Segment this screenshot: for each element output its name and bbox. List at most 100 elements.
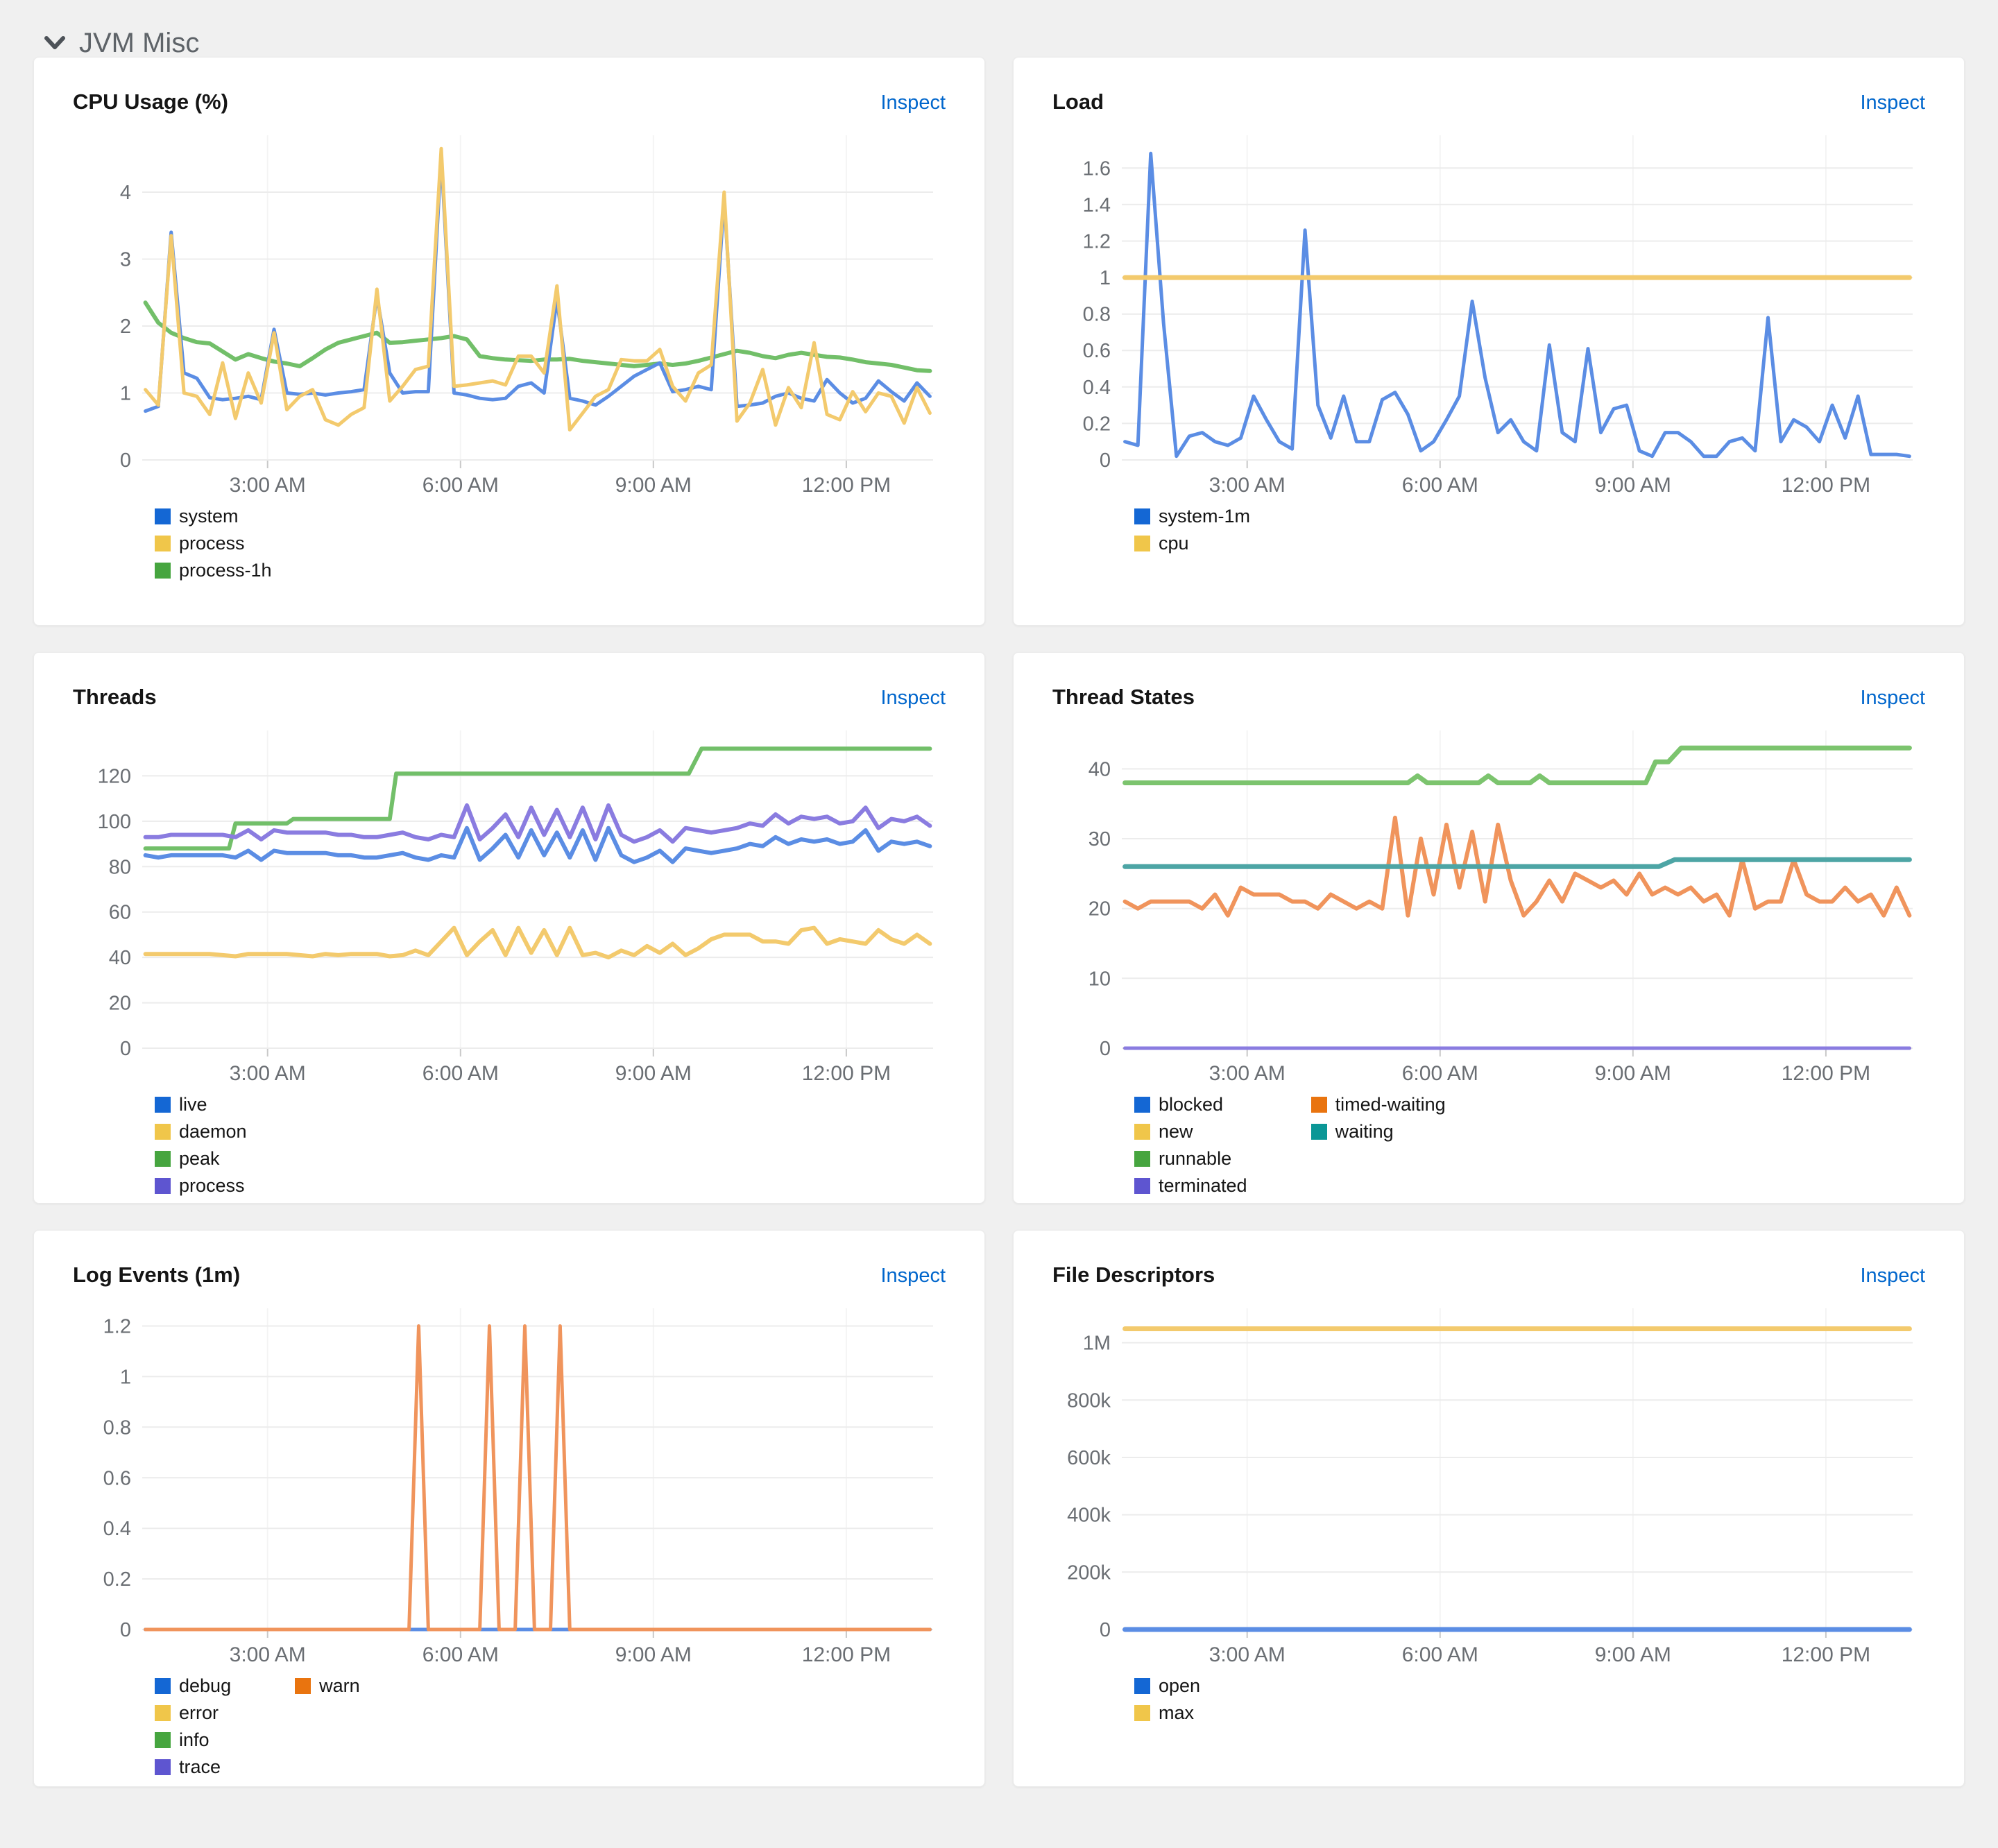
legend-swatch xyxy=(155,1178,171,1194)
legend-item-info[interactable]: info xyxy=(155,1727,231,1754)
legend-label: runnable xyxy=(1159,1148,1232,1169)
legend-swatch xyxy=(155,536,171,551)
svg-text:100: 100 xyxy=(98,811,131,833)
inspect-link[interactable]: Inspect xyxy=(1860,687,1926,709)
legend-item-process-1h[interactable]: process-1h xyxy=(155,557,272,584)
svg-text:40: 40 xyxy=(109,947,131,969)
svg-text:3:00 AM: 3:00 AM xyxy=(230,1062,306,1085)
legend-swatch xyxy=(1310,1124,1327,1140)
legend-swatch xyxy=(1134,1151,1150,1167)
thread-states-card: Thread States Inspect 3:00 AM 6:00 AM 9:00… xyxy=(1013,652,1965,1204)
legend-item-daemon[interactable]: daemon xyxy=(155,1118,247,1145)
chart-title: Load xyxy=(1052,89,1104,114)
legend-swatch xyxy=(155,563,171,579)
legend-swatch xyxy=(295,1678,311,1694)
svg-text:0: 0 xyxy=(120,1619,131,1641)
svg-text:2: 2 xyxy=(120,316,131,338)
legend-item-open[interactable]: open xyxy=(1134,1672,1200,1700)
card-header: File Descriptors Inspect xyxy=(1052,1263,1925,1287)
thread-states-chart: 3:00 AM 6:00 AM 9:00 AM 12:00 PM 0 10 20 30 40 xyxy=(1088,730,1913,1085)
legend-label: blocked xyxy=(1159,1094,1224,1115)
legend-item-timed-waiting[interactable]: timed-waiting xyxy=(1310,1091,1446,1118)
file-descriptors-chart: 3:00 AM 6:00 AM 9:00 AM 12:00 PM 0 200k 400k 60… xyxy=(1067,1308,1913,1666)
svg-text:0.6: 0.6 xyxy=(1083,340,1111,362)
svg-text:1.2: 1.2 xyxy=(1083,231,1111,253)
legend-item-system-1m[interactable]: system-1m xyxy=(1134,503,1250,530)
legend-item-system[interactable]: system xyxy=(155,503,272,530)
legend-item-waiting[interactable]: waiting xyxy=(1310,1118,1446,1145)
legend-item-blocked[interactable]: blocked xyxy=(1134,1091,1247,1118)
legend-column: blocked new runnable terminated xyxy=(1134,1091,1247,1199)
legend-label: system xyxy=(179,506,239,527)
legend-item-trace[interactable]: trace xyxy=(155,1754,231,1781)
chart-legend: live daemon peak process xyxy=(155,1091,946,1199)
legend-label: debug xyxy=(179,1675,232,1696)
legend-item-warn[interactable]: warn xyxy=(295,1672,360,1700)
svg-text:9:00 AM: 9:00 AM xyxy=(1595,1062,1671,1085)
legend-label: timed-waiting xyxy=(1335,1094,1446,1115)
svg-text:6:00 AM: 6:00 AM xyxy=(422,474,499,497)
svg-text:80: 80 xyxy=(109,856,131,878)
svg-text:9:00 AM: 9:00 AM xyxy=(1595,474,1671,497)
inspect-link[interactable]: Inspect xyxy=(880,1265,946,1287)
svg-text:9:00 AM: 9:00 AM xyxy=(615,1062,692,1085)
svg-text:0.2: 0.2 xyxy=(1083,413,1111,435)
legend-label: live xyxy=(179,1094,207,1115)
svg-text:1: 1 xyxy=(120,383,131,405)
legend-column: timed-waiting waiting xyxy=(1310,1091,1446,1199)
svg-text:800k: 800k xyxy=(1067,1389,1111,1412)
section-title: JVM Misc xyxy=(79,27,200,58)
legend-item-cpu[interactable]: cpu xyxy=(1134,530,1250,557)
svg-text:0.4: 0.4 xyxy=(1083,377,1111,399)
log-events-chart: 3:00 AM 6:00 AM 9:00 AM 12:00 PM 0 0.2 0.4 0.6 0… xyxy=(103,1308,933,1666)
legend-label: max xyxy=(1159,1702,1195,1723)
svg-text:120: 120 xyxy=(98,765,131,787)
legend-swatch xyxy=(1134,1124,1150,1140)
legend-item-debug[interactable]: debug xyxy=(155,1672,231,1700)
inspect-link[interactable]: Inspect xyxy=(880,687,946,709)
legend-item-max[interactable]: max xyxy=(1134,1700,1200,1727)
card-header: Thread States Inspect xyxy=(1052,685,1925,710)
svg-text:6:00 AM: 6:00 AM xyxy=(422,1643,499,1666)
legend-item-runnable[interactable]: runnable xyxy=(1134,1145,1247,1172)
chart-title: File Descriptors xyxy=(1052,1263,1215,1287)
legend-column: warn xyxy=(295,1672,360,1781)
legend-column: system process process-1h xyxy=(155,503,272,584)
inspect-link[interactable]: Inspect xyxy=(880,92,946,114)
svg-text:10: 10 xyxy=(1088,968,1111,990)
svg-text:9:00 AM: 9:00 AM xyxy=(615,474,692,497)
legend-swatch xyxy=(1134,1678,1150,1694)
legend-item-peak[interactable]: peak xyxy=(155,1145,247,1172)
inspect-link[interactable]: Inspect xyxy=(1860,92,1926,114)
legend-column: debug error info trace xyxy=(155,1672,231,1781)
legend-swatch xyxy=(1134,1178,1150,1194)
svg-text:12:00 PM: 12:00 PM xyxy=(1782,474,1870,497)
legend-item-live[interactable]: live xyxy=(155,1091,247,1118)
section-jvm-misc-toggle[interactable]: JVM Misc xyxy=(0,0,1998,58)
legend-item-terminated[interactable]: terminated xyxy=(1134,1172,1247,1199)
chart-legend: system process process-1h xyxy=(155,503,946,584)
legend-item-process[interactable]: process xyxy=(155,1172,247,1199)
svg-text:0: 0 xyxy=(1100,1038,1111,1060)
inspect-link[interactable]: Inspect xyxy=(1860,1265,1926,1287)
legend-label: daemon xyxy=(179,1121,247,1142)
legend-label: process xyxy=(179,533,245,554)
svg-text:1.6: 1.6 xyxy=(1083,157,1111,180)
svg-text:12:00 PM: 12:00 PM xyxy=(802,1643,891,1666)
svg-text:3:00 AM: 3:00 AM xyxy=(230,1643,306,1666)
load-chart: 3:00 AM 6:00 AM 9:00 AM 12:00 PM 0 0.2 0.4 0.6 0… xyxy=(1083,135,1913,497)
svg-text:30: 30 xyxy=(1088,828,1111,850)
svg-text:0.4: 0.4 xyxy=(103,1518,131,1540)
load-card: Load Inspect 3:00 AM 6:00 AM 9:00 AM 12:00 … xyxy=(1013,57,1965,626)
legend-swatch xyxy=(1134,536,1150,551)
card-header: Log Events (1m) Inspect xyxy=(73,1263,946,1287)
legend-column: live daemon peak process xyxy=(155,1091,247,1199)
legend-label: process xyxy=(179,1175,245,1196)
legend-item-error[interactable]: error xyxy=(155,1700,231,1727)
legend-item-new[interactable]: new xyxy=(1134,1118,1247,1145)
legend-swatch xyxy=(155,1124,171,1140)
legend-label: system-1m xyxy=(1159,506,1251,527)
chart-title: Threads xyxy=(73,685,157,709)
svg-text:9:00 AM: 9:00 AM xyxy=(615,1643,692,1666)
legend-item-process[interactable]: process xyxy=(155,530,272,557)
